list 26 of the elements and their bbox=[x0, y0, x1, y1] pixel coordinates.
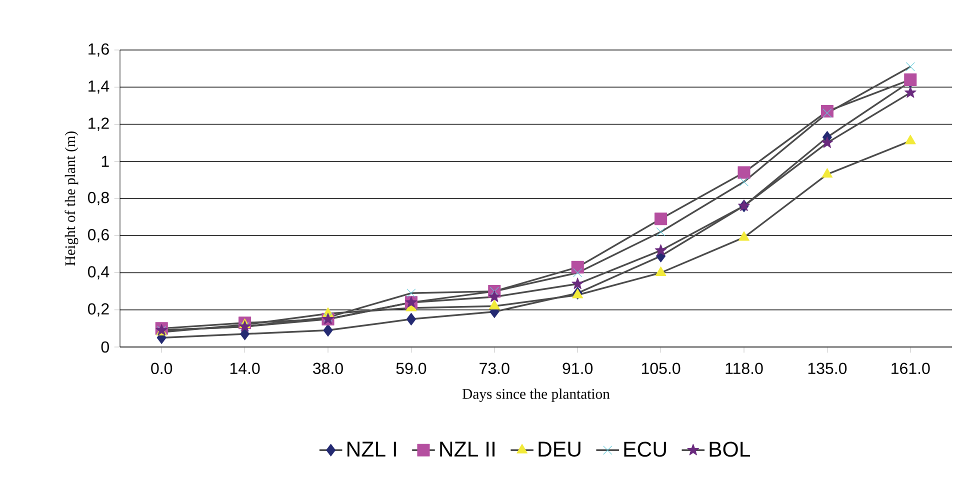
y-tick-label: 1,2 bbox=[88, 118, 109, 131]
y-axis-title: Height of the plant (m) bbox=[64, 132, 78, 266]
x-axis-title: Days since the plantation bbox=[462, 388, 610, 402]
y-tick-label: 0,4 bbox=[88, 266, 110, 280]
x-tick-label: 105.0 bbox=[642, 362, 680, 374]
x-tick-label: 38.0 bbox=[313, 362, 343, 374]
y-tick-label: 0 bbox=[101, 341, 109, 353]
x-tick-label: 161.0 bbox=[892, 362, 930, 374]
y-tick-label: 0,6 bbox=[88, 229, 109, 242]
y-tick-label: 1,6 bbox=[88, 43, 109, 57]
y-tick-label: 1 bbox=[102, 156, 109, 167]
x-tick-label: 118.0 bbox=[726, 362, 763, 374]
legend-label: NZL I bbox=[348, 442, 396, 456]
x-tick-label: 0.0 bbox=[151, 362, 172, 374]
x-tick-label: 91.0 bbox=[562, 362, 593, 374]
x-tick-label: 135.0 bbox=[808, 362, 847, 374]
y-tick-label: 0,2 bbox=[88, 303, 109, 316]
x-tick-label: 73.0 bbox=[480, 362, 510, 374]
legend-label: NZL II bbox=[440, 442, 494, 456]
y-tick-label: 0,8 bbox=[88, 192, 109, 206]
y-tick-label: 1,4 bbox=[88, 80, 110, 94]
legend-label: DEU bbox=[538, 442, 580, 457]
legend-label: ECU bbox=[624, 442, 666, 457]
x-tick-label: 14.0 bbox=[230, 362, 260, 374]
legend-label: BOL bbox=[710, 442, 750, 457]
x-tick-label: 59.0 bbox=[396, 362, 426, 374]
